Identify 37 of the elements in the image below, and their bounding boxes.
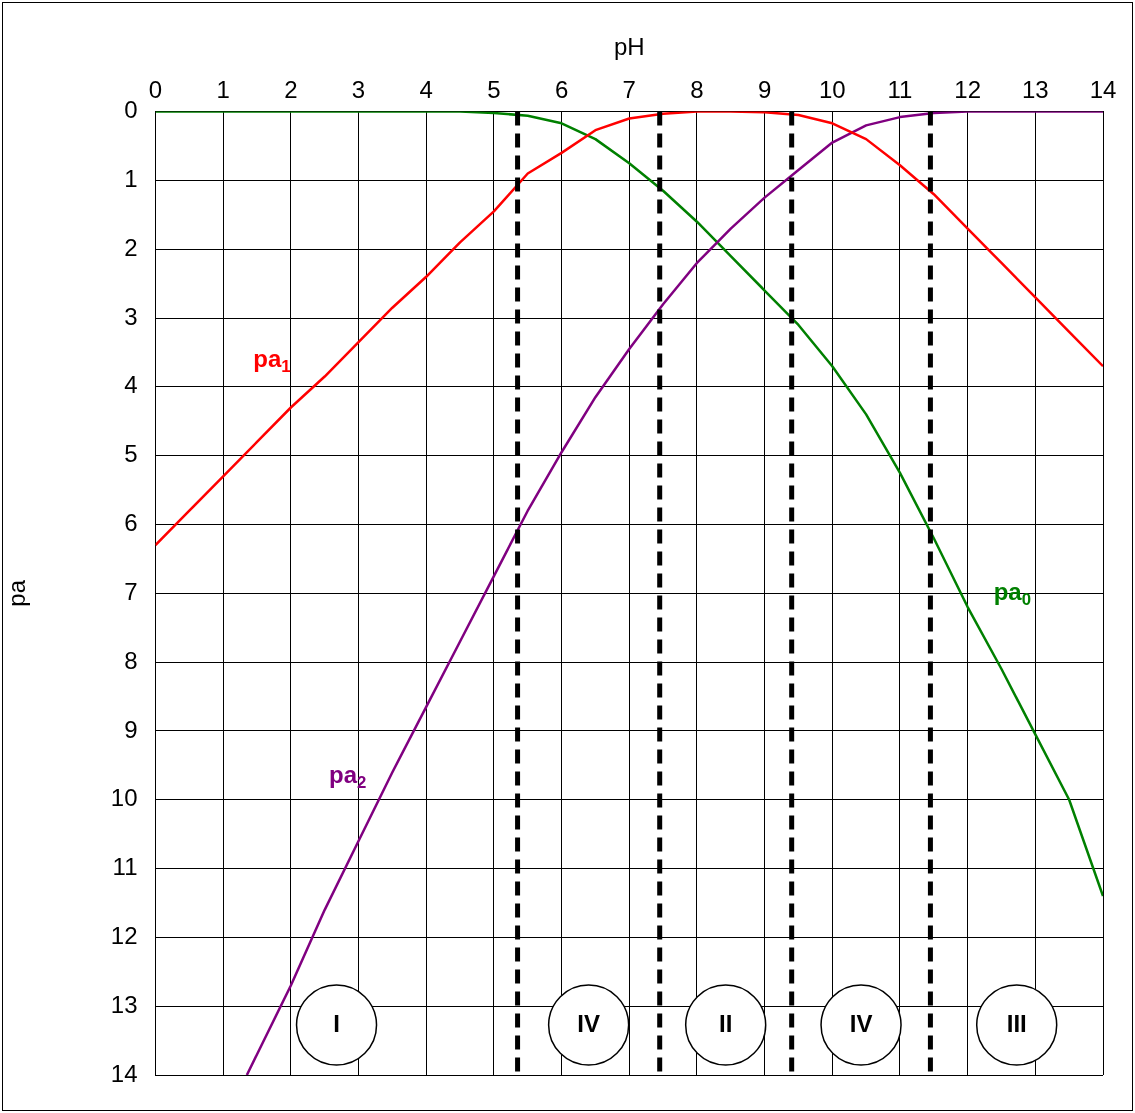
x-tick-label: 9 <box>757 75 772 103</box>
y-tick-label: 12 <box>110 922 138 949</box>
annotation: I <box>333 1009 340 1037</box>
x-axis-title: pH <box>613 33 645 61</box>
y-tick-label: 8 <box>124 646 138 674</box>
y-tick-label: 14 <box>110 1059 138 1087</box>
y-tick-label: 2 <box>124 233 138 261</box>
x-tick-label: 8 <box>690 75 704 103</box>
x-tick-label: 10 <box>818 75 846 103</box>
y-tick-label: 7 <box>124 577 138 605</box>
x-tick-label: 14 <box>1089 75 1117 103</box>
y-tick-label: 1 <box>124 165 138 193</box>
x-tick-label: 2 <box>284 75 298 103</box>
x-tick-label: 6 <box>554 75 569 103</box>
x-tick-label: 4 <box>419 75 433 103</box>
y-tick-label: 5 <box>124 440 138 468</box>
y-tick-label: 0 <box>124 96 138 124</box>
x-tick-label: 7 <box>622 75 636 103</box>
x-tick-label: 11 <box>887 75 913 103</box>
y-tick-label: 9 <box>124 715 138 743</box>
y-tick-label: 6 <box>124 509 138 537</box>
x-tick-label: 1 <box>216 75 230 103</box>
y-tick-label: 4 <box>124 371 138 399</box>
y-tick-label: 11 <box>112 853 138 881</box>
annotation: IV <box>849 1009 873 1037</box>
x-tick-label: 3 <box>351 75 366 103</box>
x-tick-label: 0 <box>148 75 163 103</box>
x-tick-label: 5 <box>487 75 501 103</box>
annotation: III <box>1006 1009 1027 1037</box>
y-tick-label: 10 <box>110 784 138 812</box>
y-tick-label: 13 <box>110 990 138 1018</box>
x-tick-label: 13 <box>1021 75 1049 103</box>
y-axis-title: pa <box>3 579 31 607</box>
y-tick-label: 3 <box>124 302 138 330</box>
annotation: II <box>719 1009 733 1037</box>
annotation: IV <box>577 1009 600 1037</box>
x-tick-label: 12 <box>954 75 981 103</box>
